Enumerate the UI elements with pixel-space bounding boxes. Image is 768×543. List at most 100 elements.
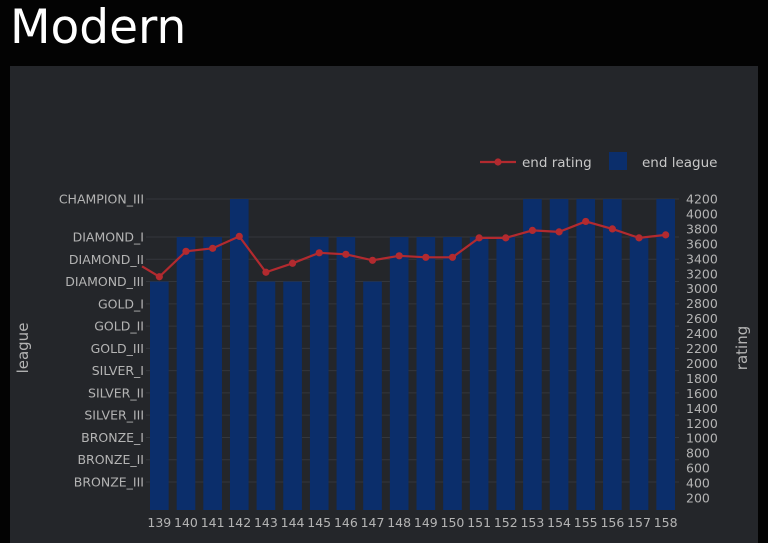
legend: end rating end league [480, 152, 717, 171]
bar-158 [656, 199, 676, 510]
x-tick-156: 156 [600, 515, 624, 530]
y-axis-left-title: league [14, 323, 32, 374]
rating-point-155 [582, 217, 590, 226]
x-tick-147: 147 [361, 515, 385, 530]
rating-point-143 [262, 268, 270, 276]
left-tick-diamond_ii: DIAMOND_II [69, 252, 144, 267]
right-tick-4200: 4200 [686, 192, 718, 207]
x-axis-ticks: 139 140 141 142 143 144 145 146 147 148 149 150 151 1… [147, 515, 677, 530]
left-tick-bronze_i: BRONZE_I [81, 430, 144, 445]
left-tick-silver_i: SILVER_I [92, 363, 144, 378]
right-tick-2400: 2400 [686, 326, 718, 341]
bar-150 [443, 237, 462, 510]
x-tick-154: 154 [547, 515, 571, 530]
x-tick-145: 145 [307, 515, 331, 530]
right-tick-1200: 1200 [686, 416, 718, 431]
page-title: Modern [10, 0, 187, 55]
x-tick-144: 144 [281, 515, 305, 530]
x-tick-150: 150 [441, 515, 465, 530]
x-tick-140: 140 [174, 515, 198, 530]
bar-145 [309, 237, 329, 510]
left-tick-bronze_iii: BRONZE_III [74, 475, 144, 490]
bar-149 [416, 237, 436, 510]
x-tick-142: 142 [227, 515, 251, 530]
bar-146 [336, 237, 356, 510]
y-axis-right-title: rating [733, 326, 751, 370]
rating-line [141, 217, 670, 281]
right-tick-2000: 2000 [686, 356, 718, 371]
rating-point-151 [475, 234, 483, 242]
bar-140 [176, 237, 196, 510]
bar-152 [496, 237, 516, 510]
right-tick-1400: 1400 [686, 401, 718, 416]
rating-point-144 [288, 259, 297, 267]
left-tick-gold_ii: GOLD_II [94, 319, 144, 334]
right-tick-3600: 3600 [686, 236, 718, 251]
right-tick-800: 800 [686, 446, 710, 461]
bars [149, 199, 676, 510]
x-tick-139: 139 [147, 515, 171, 530]
x-tick-152: 152 [494, 515, 518, 530]
rating-point-157 [635, 234, 643, 242]
rating-point-153 [528, 226, 537, 234]
right-tick-200: 200 [686, 491, 710, 506]
left-tick-diamond_i: DIAMOND_I [73, 230, 144, 245]
legend-label-end-league: end league [642, 155, 717, 171]
x-tick-153: 153 [520, 515, 544, 530]
x-tick-157: 157 [627, 515, 651, 530]
legend-bar-swatch [609, 152, 627, 170]
right-tick-1600: 1600 [686, 386, 718, 401]
bar-155 [576, 199, 596, 510]
bar-147 [363, 281, 382, 510]
right-tick-4000: 4000 [686, 206, 718, 221]
rating-point-156 [608, 225, 616, 233]
left-axis-ticks: CHAMPION_III DIAMOND_I DIAMOND_II DIAMOND_I… [59, 192, 144, 490]
x-tick-151: 151 [467, 515, 491, 530]
chart-svg: CHAMPION_III DIAMOND_I DIAMOND_II DIAMOND_I… [14, 152, 751, 530]
x-tick-155: 155 [574, 515, 598, 530]
bar-148 [389, 237, 409, 510]
bar-139 [149, 281, 169, 510]
rating-point-152 [502, 234, 510, 242]
bar-142 [229, 199, 249, 510]
chart-panel: CHAMPION_III DIAMOND_I DIAMOND_II DIAMOND_I… [10, 66, 758, 543]
left-tick-gold_i: GOLD_I [98, 296, 144, 311]
x-tick-149: 149 [414, 515, 438, 530]
right-tick-600: 600 [686, 461, 710, 476]
bar-144 [283, 281, 302, 510]
rating-point-150 [448, 253, 457, 261]
right-tick-1800: 1800 [686, 371, 718, 386]
right-tick-3000: 3000 [686, 281, 718, 296]
right-tick-1000: 1000 [686, 431, 718, 446]
legend-item-end-league[interactable]: end league [609, 152, 717, 171]
rating-point-154 [555, 228, 563, 236]
rating-point-139 [155, 273, 163, 281]
bar-157 [629, 237, 649, 510]
right-tick-3800: 3800 [686, 221, 718, 236]
x-tick-141: 141 [201, 515, 225, 530]
x-tick-148: 148 [387, 515, 411, 530]
left-tick-gold_iii: GOLD_III [91, 341, 144, 356]
bar-143 [256, 281, 276, 510]
right-tick-2200: 2200 [686, 341, 718, 356]
right-tick-2800: 2800 [686, 296, 718, 311]
left-tick-silver_ii: SILVER_II [88, 385, 144, 400]
rating-point-142 [235, 232, 243, 240]
left-tick-diamond_iii: DIAMOND_III [65, 274, 144, 289]
rating-point-140 [182, 247, 190, 255]
legend-dot-swatch [494, 158, 502, 166]
left-tick-bronze_ii: BRONZE_II [77, 452, 144, 467]
rating-point-146 [342, 250, 350, 258]
right-axis-ticks: 4200400038003600340032003000280026002400… [686, 192, 718, 506]
bar-154 [549, 199, 569, 510]
rating-point-145 [315, 249, 323, 257]
right-tick-3200: 3200 [686, 266, 718, 281]
right-tick-2600: 2600 [686, 311, 718, 326]
rating-point-148 [395, 252, 403, 260]
rating-point-141 [209, 244, 217, 252]
rating-point-147 [368, 256, 377, 264]
legend-item-end-rating[interactable]: end rating [480, 155, 592, 171]
bar-153 [523, 199, 542, 510]
x-tick-143: 143 [254, 515, 278, 530]
right-tick-400: 400 [686, 476, 710, 491]
